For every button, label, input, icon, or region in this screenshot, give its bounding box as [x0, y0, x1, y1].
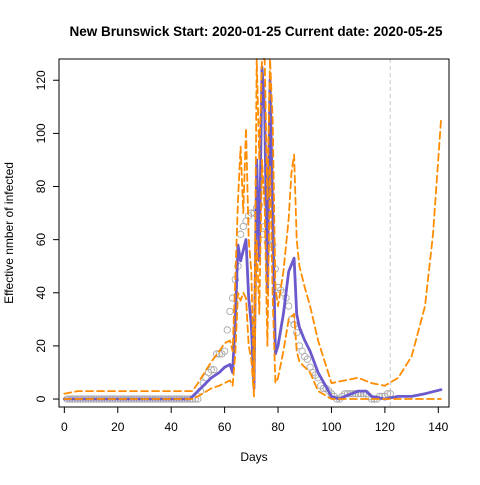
observed-point [210, 366, 218, 374]
x-tick-label: 80 [271, 420, 285, 434]
observed-point [212, 350, 221, 358]
lower-bound-line [63, 158, 442, 400]
observed-point [301, 352, 309, 361]
y-tick-label: 40 [34, 286, 48, 300]
x-tick-label: 0 [61, 420, 68, 434]
x-tick-label: 100 [321, 420, 341, 434]
upper-bound-line [63, 58, 442, 395]
observed-point [223, 326, 231, 334]
observed-point [218, 350, 226, 358]
observed-point [303, 355, 312, 363]
observed-point [207, 366, 215, 374]
y-tick-label: 60 [34, 233, 48, 247]
estimate-line [62, 65, 443, 401]
y-tick-label: 80 [34, 180, 48, 194]
x-tick-label: 60 [218, 420, 232, 434]
x-tick-label: 40 [165, 420, 179, 434]
y-axis-title: Effective nmber of infected [2, 162, 16, 304]
x-tick-label: 140 [428, 420, 448, 434]
observed-point [293, 328, 301, 337]
observed-point [226, 307, 234, 316]
chart-title: New Brunswick Start: 2020-01-25 Current … [70, 24, 443, 39]
observed-point [383, 390, 392, 398]
x-tick-label: 120 [375, 420, 395, 434]
y-tick-label: 20 [34, 339, 48, 353]
y-tick-label: 0 [34, 395, 48, 402]
observed-point [220, 347, 229, 355]
x-tick-label: 20 [111, 420, 125, 434]
x-axis-title: Days [240, 450, 267, 464]
y-tick-label: 120 [34, 70, 48, 90]
y-tick-label: 100 [34, 123, 48, 143]
plot-frame [58, 58, 450, 408]
observed-points [63, 201, 394, 403]
